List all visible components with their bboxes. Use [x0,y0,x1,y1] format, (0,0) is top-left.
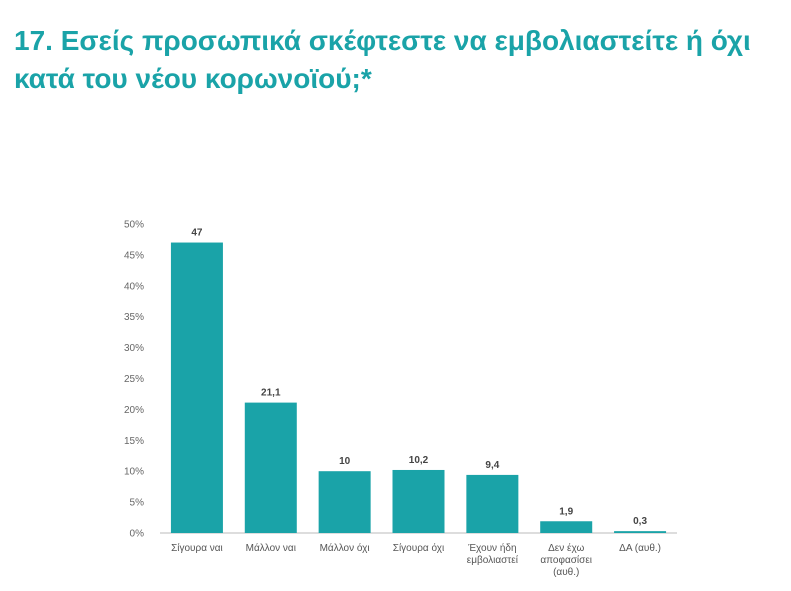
data-labels: 47 21,1 10 10,2 9,4 1,9 0,3 [191,228,647,528]
data-label: 10,2 [409,455,429,466]
data-label: 1,9 [559,506,573,517]
y-tick-label: 35% [124,312,144,323]
y-tick-label: 10% [124,467,144,478]
category-label: Μάλλον όχι [320,542,370,554]
y-tick-label: 15% [124,436,144,447]
bar [466,474,519,533]
y-tick-label: 5% [130,498,145,509]
bar [170,242,223,534]
category-label: Σίγουρα ναι [171,542,223,554]
chart-title: 17. Εσείς προσωπικά σκέφτεστε να εμβολια… [14,25,751,94]
bar [244,402,297,533]
category-label: (αυθ.) [553,567,579,578]
category-label: Σίγουρα όχι [393,542,444,554]
category-label: εμβολιαστεί [467,554,519,566]
data-label: 0,3 [633,516,647,527]
data-label: 9,4 [485,460,499,471]
bar [614,531,667,533]
y-tick-label: 20% [124,405,144,416]
category-label: Μάλλον ναι [246,542,296,554]
y-tick-label: 40% [124,281,144,292]
y-tick-label: 45% [124,250,144,261]
category-label: Δεν έχω [548,542,584,554]
bar [318,471,371,533]
y-tick-label: 25% [124,374,144,385]
data-label: 21,1 [261,388,281,399]
bar [540,521,593,533]
category-label: αποφασίσει [540,554,592,566]
y-tick-label: 30% [124,343,144,354]
data-label: 10 [339,456,351,467]
category-labels: Σίγουρα ναι Μάλλον ναι Μάλλον όχι Σίγουρα ό… [171,542,661,578]
data-label: 47 [191,228,203,239]
category-label: ΔΑ (αυθ.) [619,543,661,554]
y-tick-label: 0% [130,529,145,540]
bar [392,469,445,533]
y-tick-label: 50% [124,220,144,231]
bars [170,242,667,534]
category-label: Έχουν ήδη [467,542,516,554]
